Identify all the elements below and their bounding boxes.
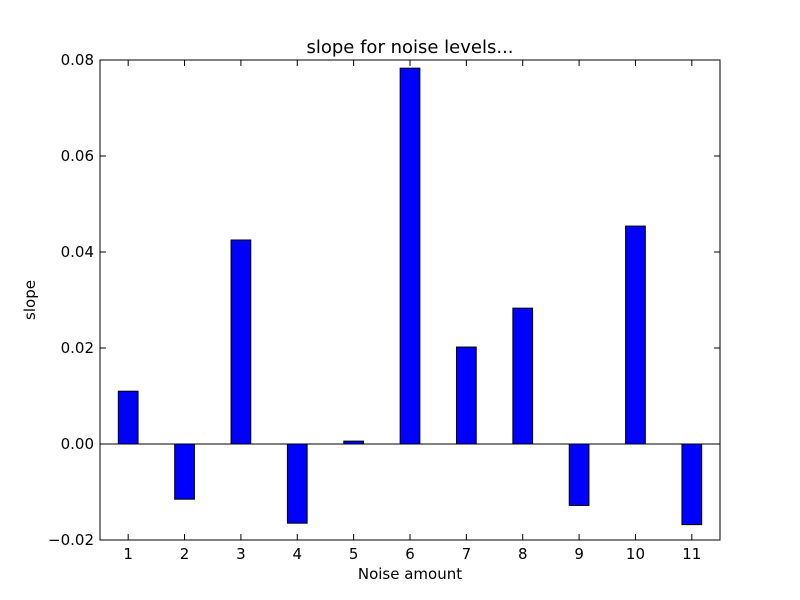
x-tick-label-7: 7: [462, 545, 472, 563]
x-tick-label-2: 2: [180, 545, 190, 563]
bar-4: [286, 443, 308, 524]
y-tick-label-3: 0.04: [61, 243, 94, 261]
x-tick-label-4: 4: [292, 545, 302, 563]
chart-title: slope for noise levels...: [306, 37, 513, 58]
bar-3: [230, 239, 252, 445]
y-tick-label-5: 0.08: [61, 51, 94, 69]
y-tick-label-2: 0.02: [61, 339, 94, 357]
x-axis-label: Noise amount: [358, 565, 462, 583]
bar-7: [456, 346, 477, 445]
bar-2: [174, 443, 195, 500]
y-tick-label-4: 0.06: [61, 147, 94, 165]
x-tick-label-10: 10: [626, 545, 645, 563]
bar-8: [512, 307, 534, 445]
y-tick-label-1: 0.00: [61, 435, 94, 453]
x-tick-label-8: 8: [518, 545, 528, 563]
bar-1: [117, 390, 139, 445]
bar-9: [568, 443, 590, 506]
plot-area: 1 2 3 4 5 6 7 8 9 10 11 −0.02 0.00 0.02 0.04 0.06 0.08: [48, 51, 721, 563]
x-tick-label-9: 9: [574, 545, 584, 563]
y-axis-label: slope: [21, 280, 39, 320]
x-tick-label-11: 11: [682, 545, 701, 563]
bar-10: [625, 225, 646, 445]
x-tick-label-6: 6: [405, 545, 415, 563]
y-tick-label-0: −0.02: [48, 531, 94, 549]
x-tick-label-1: 1: [123, 545, 133, 563]
bar-11: [681, 443, 703, 526]
x-tick-label-3: 3: [236, 545, 246, 563]
bar-6: [399, 67, 421, 445]
x-tick-label-5: 5: [349, 545, 359, 563]
